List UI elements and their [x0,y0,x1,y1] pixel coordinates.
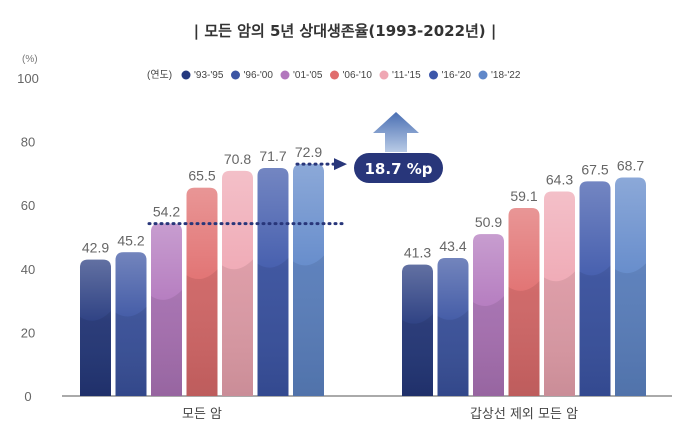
legend-marker [478,70,488,80]
bar-value-label: 68.7 [617,158,644,174]
bar-sheen [80,259,111,396]
bar-shade [579,265,611,396]
bar-sheen [473,234,504,396]
bar-shade [257,257,289,396]
bar-shade [80,310,111,396]
bar-sheen [186,187,218,396]
up-arrow-icon [373,112,419,152]
legend-marker [231,70,240,80]
y-tick-label: 60 [21,198,35,213]
change-callout [354,153,443,183]
bar-sheen [508,208,540,396]
bar-shade [544,271,575,396]
value-labels: 42.9 45.2 54.2 65.5 70.8 71.7 72.9 41.3 43.4 50.9… [82,144,644,260]
bar-value-label: 42.9 [82,240,109,256]
bar-sheen [615,177,646,396]
bar-value-label: 65.5 [188,168,215,184]
y-axis-unit: (%) [22,54,38,65]
bar-shade [402,313,433,396]
bar-value-label: 71.7 [259,148,286,164]
legend-prefix: (연도) [147,69,172,81]
bar-shade [115,306,147,396]
y-tick-label: 0 [24,389,31,404]
bar-shade [151,290,182,396]
bar-shade [293,255,324,396]
bar-value-label: 72.9 [295,144,322,160]
legend-label: '96-'00 [244,70,274,81]
change-callout-text: 18.7 %p [365,160,433,178]
legend-label: '16-'20 [442,70,472,81]
bar-value-label: 50.9 [475,214,502,230]
category-label: 갑상선 제외 모든 암 [470,407,578,422]
bar-sheen [579,181,611,396]
bar-value-label: 64.3 [546,172,573,188]
y-tick-label: 20 [21,325,35,340]
legend-label: '11-'15 [392,70,421,81]
y-tick-label: 80 [21,135,35,150]
dotted-arrowhead [334,158,347,171]
bar-value-label: 70.8 [224,151,251,167]
legend-label: '18-'22 [491,70,521,81]
bar-value-label: 43.4 [439,238,466,254]
bars [80,164,646,396]
change-annotation: 18.7 %p [147,112,443,226]
legend-marker [379,70,389,80]
bar-sheen [544,191,575,396]
bar-sheen [151,223,182,396]
legend-label: '01-'05 [293,70,323,81]
bar-sheen [222,170,253,396]
legend-label: '93-'95 [194,70,224,81]
bar-value-label: 45.2 [117,232,144,248]
bar-shade [508,280,540,396]
y-tick-label: 100 [17,71,39,86]
y-tick-label: 40 [21,262,35,277]
bar-value-label: 59.1 [510,188,537,204]
chart-title: | 모든 암의 5년 상대생존율(1993-2022년) | [194,22,497,41]
bar-shade [615,263,646,396]
legend-label: '06-'10 [343,70,373,81]
bar-shade [222,259,253,396]
legend-marker [330,70,339,80]
bar-sheen [115,252,147,396]
y-axis: 0 20 40 60 80 100 [17,71,39,404]
bar-value-label: 41.3 [404,245,431,261]
bar-sheen [293,164,324,396]
bar-sheen [402,264,433,396]
bar-shade [437,309,469,396]
legend-marker [280,70,290,80]
legend-marker [181,70,191,80]
legend: (연도) '93-'95 '96-'00 '01-'05 '06-'10 '11-'15… [147,69,521,81]
legend-marker [429,70,438,80]
category-label: 모든 암 [182,407,222,422]
bar-value-label: 67.5 [581,161,608,177]
bar-shade [473,296,504,396]
bar-shade [186,269,218,396]
bar-value-label: 54.2 [153,204,180,220]
bar-sheen [437,257,469,396]
category-labels: 모든 암 갑상선 제외 모든 암 [182,407,578,422]
